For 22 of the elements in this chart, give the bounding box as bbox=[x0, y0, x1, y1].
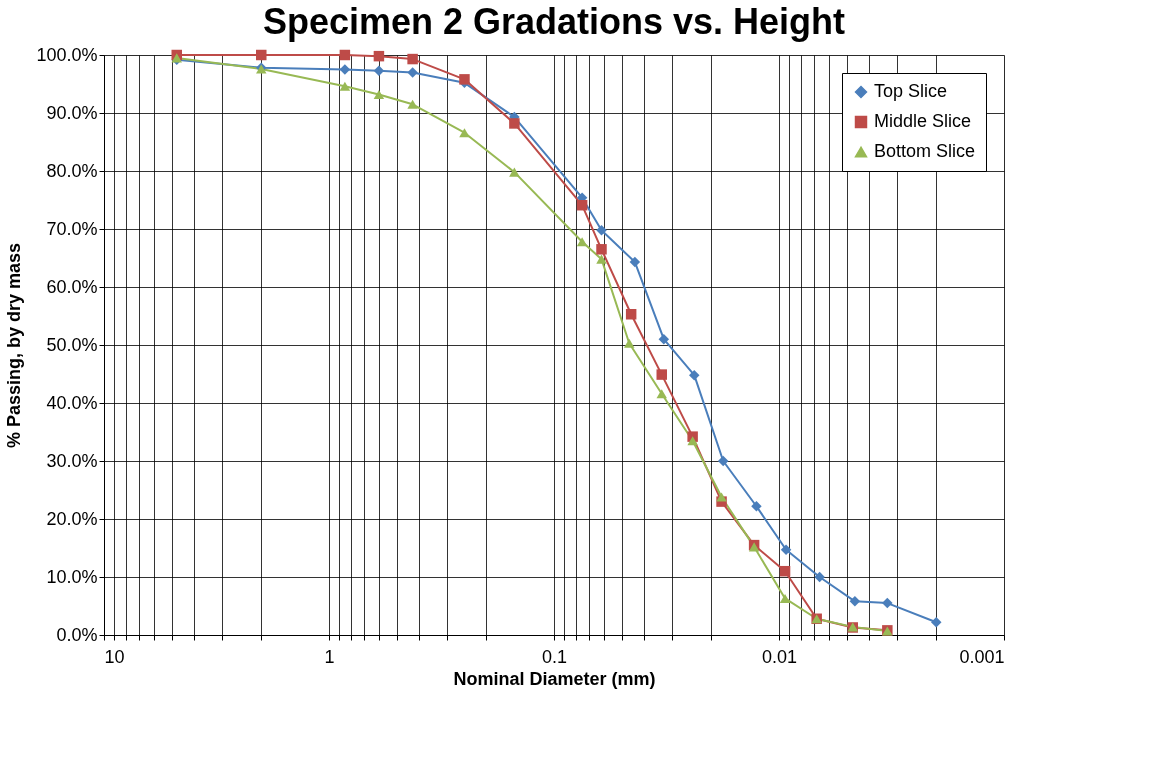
legend-label: Bottom Slice bbox=[874, 141, 976, 161]
legend-label: Middle Slice bbox=[874, 111, 972, 131]
y-tick-label: 10.0% bbox=[46, 566, 98, 587]
y-tick-label: 20.0% bbox=[46, 508, 98, 529]
y-tick-label: 70.0% bbox=[46, 218, 98, 239]
y-tick-label: 60.0% bbox=[46, 276, 98, 297]
x-tick-label: 0.001 bbox=[959, 646, 1005, 667]
x-tick-label: 0.1 bbox=[541, 646, 568, 667]
x-tick-label: 0.01 bbox=[761, 646, 798, 667]
y-tick-label: 30.0% bbox=[46, 450, 98, 471]
y-tick-label: 90.0% bbox=[46, 102, 98, 123]
x-tick-label: 10 bbox=[104, 646, 125, 667]
y-tick-label: 100.0% bbox=[36, 44, 98, 65]
y-tick-label: 50.0% bbox=[46, 334, 98, 355]
legend-label: Top Slice bbox=[874, 81, 948, 101]
chart-title: Specimen 2 Gradations vs. Height bbox=[262, 1, 846, 42]
y-axis-title: % Passing, by dry mass bbox=[4, 242, 25, 449]
y-tick-label: 40.0% bbox=[46, 392, 98, 413]
x-tick-label: 1 bbox=[324, 646, 335, 667]
y-tick-label: 0.0% bbox=[56, 624, 98, 645]
x-axis-title: Nominal Diameter (mm) bbox=[453, 668, 656, 689]
y-tick-label: 80.0% bbox=[46, 160, 98, 181]
